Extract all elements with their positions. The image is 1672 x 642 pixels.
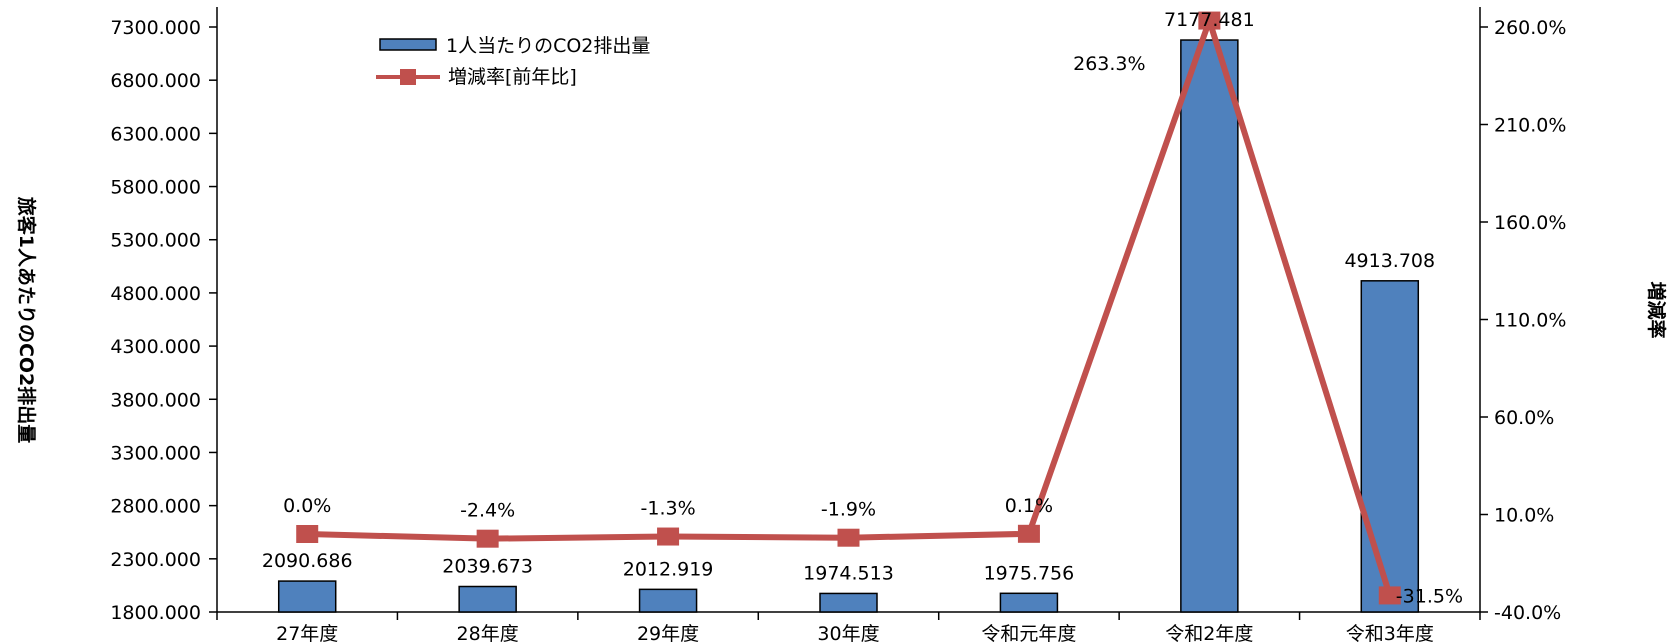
bar bbox=[1180, 39, 1239, 613]
right-tick-label: 210.0% bbox=[1494, 115, 1566, 137]
left-tick-label: 7300.000 bbox=[110, 17, 201, 39]
left-tick-label: 2800.000 bbox=[110, 496, 201, 518]
left-tick-label: 6300.000 bbox=[110, 123, 201, 145]
bar bbox=[1360, 280, 1420, 613]
line-marker bbox=[657, 527, 680, 546]
left-tick-label: 5300.000 bbox=[110, 230, 201, 252]
bar bbox=[277, 580, 337, 613]
left-tick-label: 4800.000 bbox=[110, 283, 201, 305]
x-tick-label: 27年度 bbox=[276, 623, 338, 642]
left-tick-label: 5800.000 bbox=[110, 177, 201, 199]
legend-line-label: 増減率[前年比] bbox=[448, 66, 577, 88]
right-tick-label: 160.0% bbox=[1494, 212, 1566, 234]
right-tick-label: 10.0% bbox=[1494, 505, 1554, 527]
bar bbox=[819, 592, 878, 613]
left-tick-label: 3300.000 bbox=[110, 442, 201, 464]
right-tick-label: 260.0% bbox=[1494, 17, 1566, 39]
bar-data-labels: 2090.686 2039.673 2012.919 1974.513 1975.756… bbox=[262, 9, 1435, 584]
line-value-label: 0.1% bbox=[1005, 495, 1053, 517]
line-value-label: -2.4% bbox=[460, 500, 515, 522]
legend-bar-swatch bbox=[379, 38, 437, 51]
left-y-axis: 1800.000 2300.000 2800.000 3300.000 3800.000… bbox=[110, 7, 218, 624]
left-axis-title: 旅客1人あたりのCO2排出量 bbox=[15, 197, 38, 444]
line-marker bbox=[1378, 586, 1401, 605]
bar-value-label: 2012.919 bbox=[623, 558, 714, 580]
right-tick-label: -40.0% bbox=[1494, 602, 1561, 624]
bar-value-label: 7177.481 bbox=[1164, 9, 1255, 31]
left-tick-label: 6800.000 bbox=[110, 70, 201, 92]
left-tick-label: 1800.000 bbox=[110, 602, 201, 624]
bar-value-label: 4913.708 bbox=[1344, 250, 1435, 272]
bar-value-label: 2039.673 bbox=[442, 556, 533, 578]
line-data-labels: 0.0% -2.4% -1.3% -1.9% 0.1% 263.3% -31.5% bbox=[283, 53, 1463, 607]
right-tick-label: 60.0% bbox=[1494, 407, 1554, 429]
bar bbox=[999, 592, 1059, 613]
right-y-axis: -40.0% 10.0% 60.0% 110.0% 160.0% 210.0% 260.0% bbox=[1479, 7, 1566, 624]
legend-line-marker bbox=[400, 69, 416, 85]
legend: 1人当たりのCO2排出量 増減率[前年比] bbox=[376, 35, 650, 88]
line-value-label: 0.0% bbox=[283, 495, 331, 517]
line-marker bbox=[476, 529, 499, 548]
line-value-label: 263.3% bbox=[1073, 53, 1145, 75]
left-tick-label: 4300.000 bbox=[110, 336, 201, 358]
line-marker bbox=[837, 528, 860, 547]
x-axis: 27年度 28年度 29年度 30年度 令和元年度 令和2年度 令和3年度 bbox=[216, 611, 1481, 642]
bar-series bbox=[277, 39, 1420, 613]
line-series bbox=[296, 11, 1401, 605]
left-tick-label: 3800.000 bbox=[110, 389, 201, 411]
x-tick-label: 令和元年度 bbox=[981, 623, 1076, 642]
line-value-label: -1.3% bbox=[641, 498, 696, 520]
bar bbox=[458, 585, 517, 613]
bar bbox=[638, 588, 698, 613]
line-value-label: -31.5% bbox=[1396, 585, 1463, 607]
bar-value-label: 1975.756 bbox=[984, 562, 1075, 584]
line-marker bbox=[1198, 11, 1221, 30]
x-tick-label: 29年度 bbox=[637, 623, 699, 642]
x-tick-label: 令和3年度 bbox=[1346, 623, 1434, 642]
left-tick-label: 2300.000 bbox=[110, 549, 201, 571]
line-value-label: -1.9% bbox=[821, 499, 876, 521]
x-tick-label: 28年度 bbox=[457, 623, 519, 642]
bar-value-label: 2090.686 bbox=[262, 550, 353, 572]
right-axis-title: 増減率 bbox=[1645, 281, 1668, 338]
right-tick-label: 110.0% bbox=[1494, 310, 1566, 332]
line-marker bbox=[1017, 524, 1040, 543]
line-marker bbox=[296, 525, 319, 543]
legend-bar-label: 1人当たりのCO2排出量 bbox=[446, 35, 650, 57]
bar-value-label: 1974.513 bbox=[803, 562, 894, 584]
x-tick-label: 30年度 bbox=[817, 623, 879, 642]
x-tick-label: 令和2年度 bbox=[1165, 623, 1253, 642]
